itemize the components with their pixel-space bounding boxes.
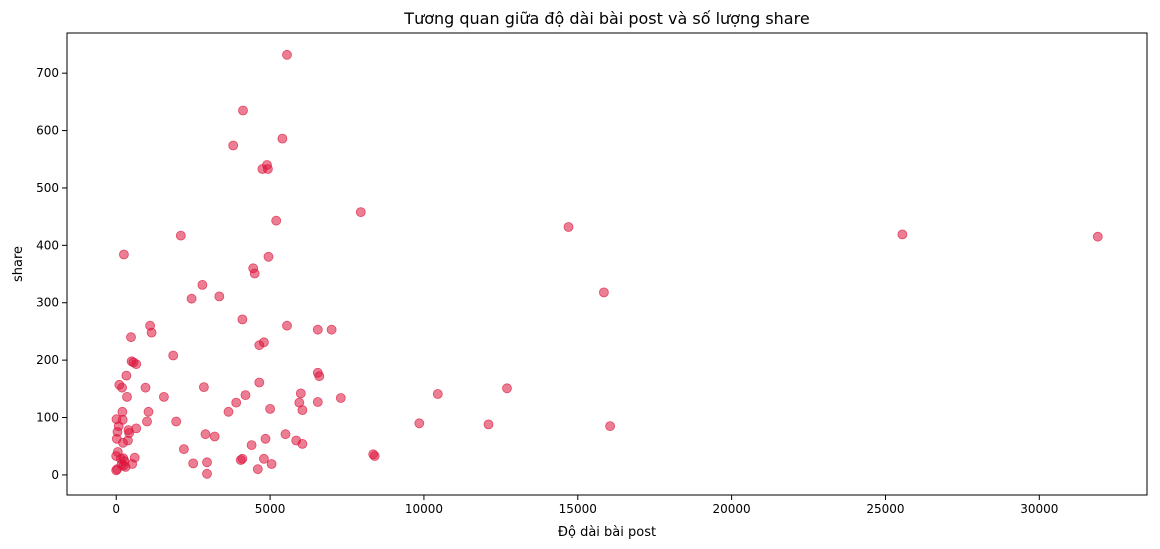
x-tick-label: 10000 <box>405 502 443 516</box>
data-point <box>175 230 186 241</box>
data-point <box>122 391 132 402</box>
data-point <box>238 105 248 116</box>
data-point <box>240 390 251 401</box>
data-point <box>414 418 425 429</box>
data-point <box>158 391 169 402</box>
data-point <box>297 405 308 416</box>
data-point <box>282 49 292 60</box>
x-tick-label: 15000 <box>559 502 597 516</box>
data-point <box>326 324 337 335</box>
y-tick-label: 700 <box>36 66 59 80</box>
y-axis: 0 100 200 300 400 500 600 700 <box>36 66 67 482</box>
data-point <box>260 433 271 444</box>
data-point <box>355 207 366 218</box>
data-point <box>200 429 211 440</box>
data-point <box>140 382 151 393</box>
data-point <box>117 414 128 425</box>
data-point <box>563 222 574 232</box>
x-tick-label: 20000 <box>713 502 751 516</box>
x-tick-label: 30000 <box>1020 502 1058 516</box>
chart-title: Tương quan giữa độ dài bài post và số lư… <box>403 9 809 28</box>
data-point <box>197 279 208 290</box>
data-point <box>252 464 263 475</box>
data-point <box>171 416 182 427</box>
y-tick-label: 300 <box>36 296 59 310</box>
data-point <box>131 359 142 370</box>
data-point <box>117 382 127 393</box>
data-point <box>312 324 323 335</box>
data-point <box>168 350 179 361</box>
plot-frame <box>66 32 1148 496</box>
y-axis-label: share <box>11 246 26 282</box>
data-point <box>202 457 212 468</box>
data-point <box>119 249 129 260</box>
data-point <box>126 332 136 343</box>
data-point <box>228 140 239 151</box>
data-point <box>369 451 380 461</box>
x-tick-label: 5000 <box>255 502 286 516</box>
x-axis-label: Độ dài bài post <box>558 525 656 540</box>
data-point <box>335 393 346 403</box>
data-point <box>271 215 282 226</box>
data-point <box>263 251 274 262</box>
data-point <box>254 377 265 388</box>
data-point <box>121 370 132 381</box>
data-point <box>146 327 157 338</box>
data-point <box>124 428 135 438</box>
data-point <box>129 452 140 463</box>
y-tick-label: 500 <box>36 181 59 195</box>
data-point <box>280 429 291 440</box>
data-point <box>209 431 220 442</box>
data-point <box>258 337 269 348</box>
data-point <box>502 383 512 394</box>
data-point <box>178 444 189 455</box>
y-tick-label: 400 <box>36 238 59 252</box>
y-tick-label: 200 <box>36 353 59 367</box>
data-point <box>282 320 292 331</box>
data-point <box>1092 231 1103 242</box>
x-tick-label: 0 <box>112 502 120 516</box>
data-point <box>198 382 209 393</box>
data-point <box>188 458 199 469</box>
y-tick-label: 100 <box>36 411 59 425</box>
data-point <box>214 291 225 302</box>
data-point <box>314 371 325 382</box>
data-point <box>262 164 273 174</box>
data-point <box>297 438 308 449</box>
data-points <box>111 49 1103 479</box>
data-point <box>186 293 197 304</box>
data-point <box>249 268 260 279</box>
data-point <box>237 314 248 325</box>
data-point <box>599 287 609 298</box>
data-point <box>295 388 306 399</box>
x-tick-label: 25000 <box>866 502 904 516</box>
data-point <box>202 468 212 479</box>
data-point <box>237 453 248 464</box>
data-point <box>605 421 615 432</box>
data-point <box>265 403 276 414</box>
data-point <box>483 419 494 430</box>
data-point <box>432 389 443 399</box>
data-point <box>277 133 288 144</box>
data-point <box>223 406 234 417</box>
y-tick-label: 600 <box>36 124 59 138</box>
data-point <box>142 416 152 427</box>
data-point <box>143 406 154 417</box>
data-point <box>312 397 323 407</box>
data-point <box>246 440 257 451</box>
x-axis: 0 5000 10000 15000 20000 25000 30000 <box>112 495 1058 516</box>
data-point <box>131 423 142 434</box>
y-tick-label: 0 <box>51 468 59 482</box>
data-point <box>897 229 908 240</box>
data-point <box>266 459 277 469</box>
data-point <box>231 397 242 408</box>
data-point <box>258 453 269 464</box>
